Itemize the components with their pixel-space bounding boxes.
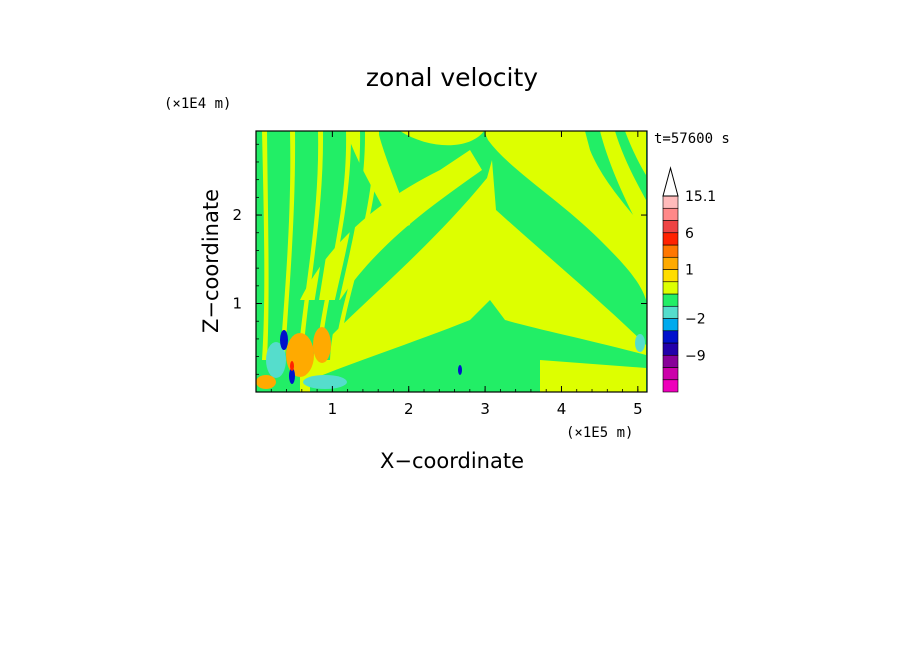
field-streak bbox=[298, 131, 324, 360]
colorbar-segment bbox=[662, 293, 679, 307]
colorbar-segment bbox=[662, 318, 679, 332]
field-streak bbox=[334, 131, 380, 360]
colorbar-segment bbox=[662, 195, 679, 209]
y-axis-unit: (×1E4 m) bbox=[164, 96, 231, 112]
colorbar-segment bbox=[662, 354, 679, 368]
field-streak bbox=[280, 131, 296, 360]
x-tick-label: 5 bbox=[633, 400, 643, 418]
field-right-streak-1 bbox=[600, 131, 646, 240]
x-tick-label: 4 bbox=[557, 400, 567, 418]
x-tick-label: 3 bbox=[480, 400, 490, 418]
chart-title: zonal velocity bbox=[366, 63, 538, 92]
field-top-band bbox=[400, 131, 484, 146]
x-axis-ticks: 1 2 3 4 5 bbox=[270, 131, 643, 418]
field-streak bbox=[325, 131, 366, 360]
colorbar-label: −9 bbox=[685, 348, 706, 364]
field-streak bbox=[262, 131, 269, 360]
field-right-streak-2 bbox=[625, 131, 646, 175]
x-tick-label: 2 bbox=[404, 400, 414, 418]
colorbar-segment bbox=[662, 232, 679, 246]
field-anomaly-cyan-2 bbox=[303, 375, 347, 389]
y-tick-label: 2 bbox=[232, 206, 242, 224]
colorbar-segment bbox=[662, 342, 679, 356]
contour-field bbox=[256, 131, 647, 392]
y-axis-ticks: 12 bbox=[232, 143, 647, 375]
field-streak bbox=[316, 131, 352, 360]
colorbar-segment bbox=[662, 281, 679, 295]
field-right-wedge bbox=[484, 131, 646, 300]
field-anomaly-orange-2 bbox=[313, 327, 331, 363]
colorbar-segment bbox=[662, 220, 679, 234]
field-anomaly-blue-3 bbox=[458, 365, 462, 375]
field-anomaly-red bbox=[290, 361, 294, 371]
colorbar-segment bbox=[662, 256, 679, 270]
colorbar-label: −2 bbox=[685, 312, 706, 328]
field-streak bbox=[307, 131, 338, 360]
field-anomaly-cyan-1 bbox=[266, 342, 286, 378]
field-anomaly-cyan-3 bbox=[635, 334, 645, 352]
colorbar-label: 15.1 bbox=[685, 189, 716, 205]
field-streak bbox=[271, 131, 282, 360]
colorbar-segment bbox=[662, 207, 679, 221]
x-tick-label: 1 bbox=[328, 400, 338, 418]
colorbar-segment bbox=[662, 244, 679, 258]
y-axis-title: Z−coordinate bbox=[199, 189, 223, 333]
colorbar-segment bbox=[662, 269, 679, 283]
field-anomaly-orange-3 bbox=[256, 375, 276, 389]
x-axis-title: X−coordinate bbox=[380, 449, 524, 473]
field-anomaly-blue-1 bbox=[280, 330, 288, 350]
left-streaks bbox=[262, 131, 380, 360]
colorbar: 15.1 6 1 −2 −9 bbox=[662, 166, 716, 393]
plot-frame bbox=[255, 130, 648, 393]
colorbar-segment bbox=[662, 330, 679, 344]
colorbar-segment bbox=[662, 367, 679, 381]
colorbar-segment bbox=[662, 379, 679, 393]
field-lower-yellow-patch bbox=[540, 360, 646, 392]
field-streak bbox=[289, 131, 310, 360]
colorbar-label: 6 bbox=[685, 226, 694, 242]
field-anomaly-blue-2 bbox=[289, 368, 295, 384]
colorbar-label: 1 bbox=[685, 263, 694, 279]
y-tick-label: 1 bbox=[232, 295, 242, 313]
x-axis-unit: (×1E5 m) bbox=[566, 425, 633, 441]
colorbar-overflow-arrow bbox=[662, 166, 679, 197]
colorbar-segment bbox=[662, 305, 679, 319]
time-label: t=57600 s bbox=[654, 131, 730, 147]
